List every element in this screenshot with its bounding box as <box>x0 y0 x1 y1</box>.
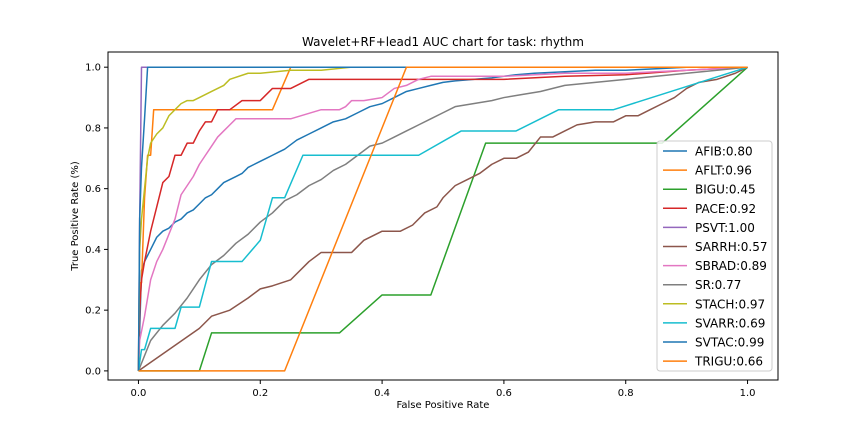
y-tick-label: 0.2 <box>85 306 101 317</box>
x-tick-label: 0.2 <box>252 388 268 399</box>
x-axis: 0.0 0.2 0.4 0.6 0.8 1.0 <box>131 380 756 399</box>
chart-title: Wavelet+RF+lead1 AUC chart for task: rhy… <box>302 35 584 49</box>
x-tick-label: 0.8 <box>618 388 634 399</box>
series-line-3 <box>137 66 748 371</box>
legend-label-3: PACE:0.92 <box>695 202 756 216</box>
y-axis-label: True Positive Rate (%) <box>70 161 81 272</box>
legend-label-5: SARRH:0.57 <box>695 240 768 254</box>
x-axis-label: False Positive Rate <box>397 400 490 411</box>
x-tick-label: 0.6 <box>496 388 512 399</box>
series-line-9 <box>137 66 748 371</box>
legend-label-1: AFLT:0.96 <box>695 164 752 178</box>
y-tick-label: 0.6 <box>85 184 101 195</box>
legend-label-9: SVARR:0.69 <box>695 316 765 330</box>
legend-label-11: TRIGU:0.66 <box>694 355 763 369</box>
legend-label-2: BIGU:0.45 <box>695 183 756 197</box>
series-line-5 <box>138 66 748 372</box>
legend-label-0: AFIB:0.80 <box>695 145 753 159</box>
plot-frame <box>107 51 779 381</box>
y-tick-label: 0.4 <box>85 245 101 256</box>
legend-label-8: STACH:0.97 <box>695 297 765 311</box>
legend-label-10: SVTAC:0.99 <box>695 336 764 350</box>
legend-label-7: SR:0.77 <box>695 278 741 292</box>
series-line-11 <box>138 66 748 372</box>
legend-label-6: SBRAD:0.89 <box>695 259 767 273</box>
y-tick-label: 1.0 <box>85 63 101 74</box>
legend-box <box>656 140 773 372</box>
x-tick-label: 1.0 <box>740 388 756 399</box>
series-line-6 <box>137 66 748 371</box>
y-tick-label: 0.0 <box>85 366 101 377</box>
series-line-2 <box>138 66 749 372</box>
x-tick-label: 0.0 <box>131 388 147 399</box>
x-tick-label: 0.4 <box>374 388 390 399</box>
y-axis: 0.0 0.2 0.4 0.6 0.8 1.0 <box>85 63 108 377</box>
y-tick-label: 0.8 <box>85 123 101 134</box>
legend: AFIB:0.80 AFLT:0.96 BIGU:0.45 PACE:0.92 PSVT… <box>656 140 773 372</box>
series-line-10 <box>137 66 748 371</box>
legend-entries: AFIB:0.80 AFLT:0.96 BIGU:0.45 PACE:0.92 PSVT… <box>663 145 768 369</box>
legend-label-4: PSVT:1.00 <box>695 221 755 235</box>
series-layer <box>137 66 749 372</box>
